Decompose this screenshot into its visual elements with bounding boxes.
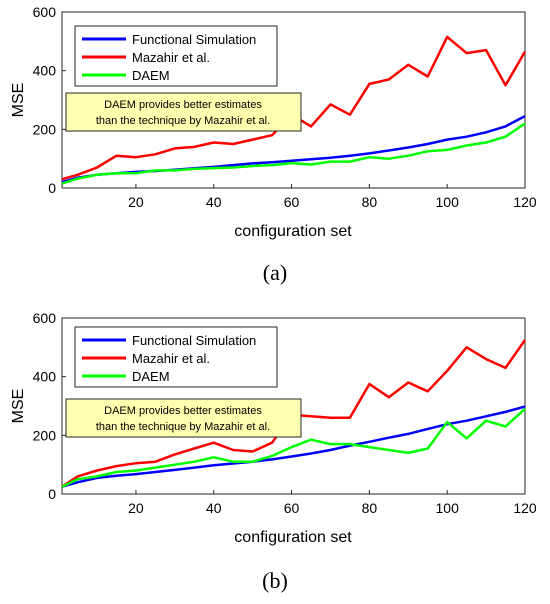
y-tick-label: 400 <box>33 369 57 385</box>
x-tick-label: 100 <box>436 500 460 516</box>
y-tick-label: 200 <box>33 427 57 443</box>
legend: Functional Simulation Mazahir et al. DAE… <box>74 25 278 87</box>
y-axis-label: MSE <box>10 389 27 424</box>
legend-label-daem: DAEM <box>132 68 170 83</box>
y-tick-label: 600 <box>33 4 57 20</box>
x-tick-label: 120 <box>513 500 537 516</box>
panel-caption-a: (a) <box>263 260 287 285</box>
annotation-background <box>65 92 302 132</box>
legend: Functional Simulation Mazahir et al. DAE… <box>74 326 278 388</box>
x-axis-label: configuration set <box>234 529 352 546</box>
x-tick-label: 40 <box>206 194 222 210</box>
x-tick-label: 20 <box>128 194 144 210</box>
series-line-functional-simulation <box>61 114 526 184</box>
y-tick-label: 0 <box>48 180 56 196</box>
x-tick-label: 20 <box>128 500 144 516</box>
x-tick-label: 60 <box>284 194 300 210</box>
x-tick-label: 100 <box>436 194 460 210</box>
annotation-box: DAEM provides better estimates than the … <box>65 398 302 438</box>
series-line-daem <box>61 407 526 488</box>
y-tick-label: 600 <box>33 310 57 326</box>
legend-label-mazahir: Mazahir et al. <box>132 351 210 366</box>
annotation-line-2: than the technique by Mazahir et al. <box>96 421 270 433</box>
panel-caption-b: (b) <box>262 568 288 593</box>
annotation-line-1: DAEM provides better estimates <box>104 405 262 417</box>
annotation-line-2: than the technique by Mazahir et al. <box>96 115 270 127</box>
chart-panel-a: 20 40 60 80 100 120 0 200 400 600 MSE configurati… <box>10 4 537 285</box>
x-tick-label: 80 <box>362 500 378 516</box>
y-tick-label: 200 <box>33 121 57 137</box>
x-axis-label: configuration set <box>234 223 352 240</box>
annotation-box: DAEM provides better estimates than the … <box>65 92 302 132</box>
legend-label-functional-simulation: Functional Simulation <box>132 32 256 47</box>
legend-label-daem: DAEM <box>132 369 170 384</box>
legend-label-mazahir: Mazahir et al. <box>132 50 210 65</box>
x-tick-label: 60 <box>284 500 300 516</box>
annotation-line-1: DAEM provides better estimates <box>104 99 262 111</box>
x-tick-label: 120 <box>513 194 537 210</box>
series-line-daem <box>61 122 526 185</box>
y-tick-label: 0 <box>48 486 56 502</box>
x-tick-label: 40 <box>206 500 222 516</box>
annotation-background <box>65 398 302 438</box>
y-axis-label: MSE <box>10 83 27 118</box>
x-tick-label: 80 <box>362 194 378 210</box>
chart-panel-b: 20 40 60 80 100 120 0 200 400 600 MSE configurati… <box>10 310 537 593</box>
y-tick-label: 400 <box>33 63 57 79</box>
legend-label-functional-simulation: Functional Simulation <box>132 333 256 348</box>
